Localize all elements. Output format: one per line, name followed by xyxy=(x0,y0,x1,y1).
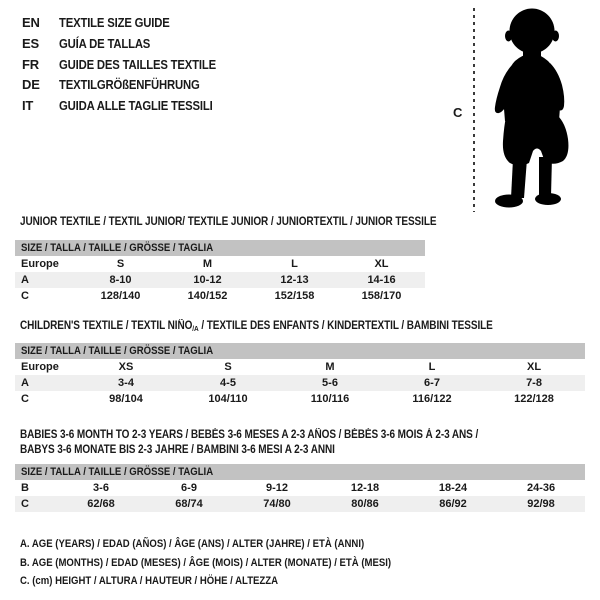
language-row: DE TEXTILGRÖßENFÜHRUNG xyxy=(22,75,239,96)
language-row: EN TEXTILE SIZE GUIDE xyxy=(22,13,239,34)
column-header-cell: L xyxy=(428,361,436,373)
size-value-cell: 12-18 xyxy=(350,482,380,494)
column-header-cell: S xyxy=(116,258,125,270)
babies-title-line2: BABYS 3-6 MONATE BIS 2-3 JAHRE / BAMBINI… xyxy=(20,444,335,456)
height-dotted-line xyxy=(473,8,475,212)
size-value-cell: 128/140 xyxy=(100,290,141,302)
size-value-cell: 122/128 xyxy=(514,393,554,405)
children-title-text: / TEXTILE DES ENFANTS / KINDERTEXTIL / B… xyxy=(198,320,493,332)
size-value-cell: 4-5 xyxy=(177,375,279,391)
column-header-cell: XL xyxy=(526,361,542,373)
footnote-a: A. AGE (YEARS) / EDAD (AÑOS) / ÂGE (ANS)… xyxy=(20,538,365,550)
babies-section-title: BABIES 3-6 MONTH TO 2-3 YEARS / BEBÉS 3-… xyxy=(20,428,600,458)
size-value-cell: 7-8 xyxy=(483,375,586,391)
size-value-cell: 6-7 xyxy=(381,375,483,391)
language-label: GUIDA ALLE TAGLIE TESSILI xyxy=(59,98,213,114)
table-row: C 98/104 104/110 110/116 116/122 122/128 xyxy=(15,391,585,407)
junior-section-title: JUNIOR TEXTILE / TEXTIL JUNIOR/ TEXTILE … xyxy=(20,216,437,228)
size-value-cell: 5-6 xyxy=(279,375,381,391)
size-value-cell: 110/116 xyxy=(310,393,350,405)
size-value-cell: 8-10 xyxy=(77,272,164,288)
size-value-cell: 3-4 xyxy=(75,375,177,391)
column-header-row: Europe XS S M L XL xyxy=(15,359,585,375)
language-label: GUÍA DE TALLAS xyxy=(59,35,151,51)
table-row: C 62/68 68/74 74/80 80/86 86/92 92/98 xyxy=(15,496,586,512)
size-header-row: SIZE / TALLA / TAILLE / GRÖSSE / TAGLIA xyxy=(15,343,586,359)
column-header-cell: XL xyxy=(374,258,389,270)
table-row: A 8-10 10-12 12-13 14-16 xyxy=(15,272,426,288)
children-size-table: SIZE / TALLA / TAILLE / GRÖSSE / TAGLIA … xyxy=(15,343,586,407)
table-row: A 3-4 4-5 5-6 6-7 7-8 xyxy=(15,375,586,391)
language-code: ES xyxy=(22,35,39,51)
table-row: C 128/140 140/152 152/158 158/170 xyxy=(15,288,425,304)
language-code: FR xyxy=(22,56,39,72)
column-header-cell: M xyxy=(202,258,213,270)
babies-title-line1: BABIES 3-6 MONTH TO 2-3 YEARS / BEBÉS 3-… xyxy=(20,429,479,441)
language-label: TEXTILGRÖßENFÜHRUNG xyxy=(59,77,200,93)
column-header-cell: M xyxy=(325,361,335,373)
size-value-cell: 140/152 xyxy=(187,290,228,302)
size-header-row: SIZE / TALLA / TAILLE / GRÖSSE / TAGLIA xyxy=(15,464,586,480)
language-code: EN xyxy=(22,15,40,30)
row-label-cell: A xyxy=(15,272,77,288)
size-header-bar: SIZE / TALLA / TAILLE / GRÖSSE / TAGLIA xyxy=(15,240,426,256)
height-measure-label: C xyxy=(453,105,463,120)
children-title-text: CHILDREN'S TEXTILE / TEXTIL NIÑO xyxy=(20,320,193,332)
children-section-title: CHILDREN'S TEXTILE / TEXTIL NIÑO/A / TEX… xyxy=(20,319,493,336)
size-value-cell: 3-6 xyxy=(93,482,109,494)
size-header-bar: SIZE / TALLA / TAILLE / GRÖSSE / TAGLIA xyxy=(15,464,586,480)
footnote-b: B. AGE (MONTHS) / EDAD (MESES) / ÂGE (MO… xyxy=(20,556,392,569)
column-header-cell: L xyxy=(291,258,298,270)
size-value-cell: 6-9 xyxy=(181,482,197,494)
babies-size-table: SIZE / TALLA / TAILLE / GRÖSSE / TAGLIA … xyxy=(15,464,586,512)
size-value-cell: 158/170 xyxy=(361,290,402,302)
language-label: TEXTILE SIZE GUIDE xyxy=(59,15,170,30)
language-row: ES GUÍA DE TALLAS xyxy=(22,34,239,55)
size-header-bar: SIZE / TALLA / TAILLE / GRÖSSE / TAGLIA xyxy=(15,343,586,359)
column-header-cell: Europe xyxy=(21,361,59,373)
size-value-cell: 92/98 xyxy=(497,496,586,512)
size-value-cell: 104/110 xyxy=(208,393,248,405)
language-label: GUIDE DES TAILLES TEXTILE xyxy=(59,56,216,72)
size-value-cell: 98/104 xyxy=(109,393,143,405)
size-value-cell: 116/122 xyxy=(412,393,452,405)
size-value-cell: 9-12 xyxy=(265,482,289,494)
row-label-cell: A xyxy=(15,375,75,391)
row-label-cell: C xyxy=(21,393,29,405)
language-code: DE xyxy=(22,77,40,93)
size-value-cell: 14-16 xyxy=(338,272,426,288)
junior-size-table: SIZE / TALLA / TAILLE / GRÖSSE / TAGLIA … xyxy=(15,240,426,304)
row-label-cell: C xyxy=(15,496,57,512)
row-label-cell: B xyxy=(21,482,29,494)
size-value-cell: 152/158 xyxy=(274,290,315,302)
column-header-cell: S xyxy=(224,361,232,373)
language-row: IT GUIDA ALLE TAGLIE TESSILI xyxy=(22,96,239,117)
size-value-cell: 74/80 xyxy=(233,496,321,512)
footnote-legend: A. AGE (YEARS) / EDAD (AÑOS) / ÂGE (ANS)… xyxy=(20,535,447,591)
size-value-cell: 24-36 xyxy=(526,482,556,494)
size-value-cell: 68/74 xyxy=(145,496,233,512)
size-value-cell: 12-13 xyxy=(251,272,338,288)
language-code: IT xyxy=(22,98,34,114)
size-value-cell: 86/92 xyxy=(409,496,497,512)
language-row: FR GUIDE DES TAILLES TEXTILE xyxy=(22,55,239,76)
size-header-row: SIZE / TALLA / TAILLE / GRÖSSE / TAGLIA xyxy=(15,240,426,256)
table-row: B 3-6 6-9 9-12 12-18 18-24 24-36 xyxy=(15,480,585,496)
footnote-c: C. (cm) HEIGHT / ALTURA / HAUTEUR / HÖHE… xyxy=(20,575,279,587)
size-value-cell: 62/68 xyxy=(57,496,145,512)
children-title-subscript: /A xyxy=(192,324,199,333)
language-list: EN TEXTILE SIZE GUIDE ES GUÍA DE TALLAS … xyxy=(22,13,239,117)
column-header-cell: XS xyxy=(118,361,134,373)
column-header-row: Europe S M L XL xyxy=(15,256,425,272)
baby-silhouette-icon xyxy=(494,8,569,208)
row-label-cell: C xyxy=(21,290,29,302)
column-header-cell: Europe xyxy=(21,258,59,270)
size-value-cell: 80/86 xyxy=(321,496,409,512)
size-value-cell: 18-24 xyxy=(438,482,468,494)
size-value-cell: 10-12 xyxy=(164,272,251,288)
